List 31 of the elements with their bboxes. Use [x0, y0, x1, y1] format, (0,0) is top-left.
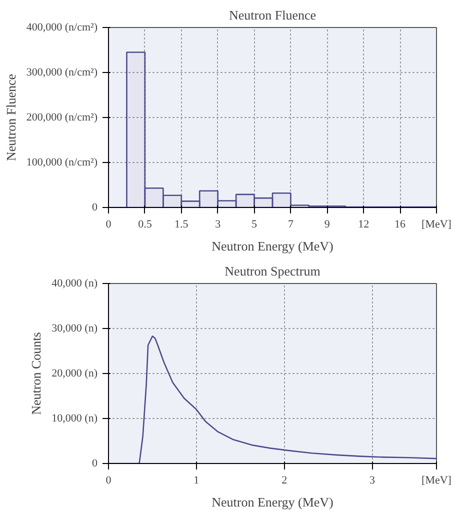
y-tick-label: 400,000 (n/cm²) — [26, 22, 98, 34]
chart-title: Neutron Fluence — [229, 8, 316, 22]
text: 12 — [358, 218, 370, 230]
y-tick-label: 10,000 (n) — [52, 412, 98, 424]
y-axis-title: Neutron Fluence — [3, 74, 18, 161]
text: 3 — [215, 218, 222, 230]
text: 16 — [394, 218, 406, 230]
y-tick-label: 20,000 (n) — [52, 368, 98, 380]
x-tick-label: [MeV] — [422, 474, 452, 486]
y-tick-label: 30,000 (n) — [52, 322, 98, 334]
text: 9 — [324, 218, 330, 230]
x-axis-title: Neutron Energy (MeV) — [212, 238, 334, 254]
x-tick-label: 3 — [370, 474, 376, 486]
x-axis-title: Neutron Energy (MeV) — [212, 494, 334, 510]
x-tick-label: 2 — [282, 474, 288, 486]
y-tick-label: 40,000 (n) — [52, 278, 98, 290]
y-axis-title: Neutron Counts — [28, 332, 44, 415]
y-tick-label: 300,000 (n/cm²) — [26, 66, 98, 78]
x-tick-label: 0 — [106, 474, 112, 486]
y-tick-label: 0 — [92, 458, 98, 470]
text: 1.5 — [174, 218, 189, 230]
text: [MeV] — [422, 218, 452, 230]
chart-title: Neutron Spectrum — [224, 264, 320, 278]
text: 0 — [106, 218, 112, 230]
y-tick-label: 0 — [92, 202, 98, 214]
y-tick-label: 200,000 (n/cm²) — [26, 112, 98, 124]
x-tick-label: 1 — [194, 474, 200, 486]
text: 5 — [252, 218, 258, 230]
y-tick-label: 100,000 (n/cm²) — [26, 156, 98, 168]
text: 7 — [288, 218, 294, 230]
text: 0.5 — [138, 218, 152, 230]
